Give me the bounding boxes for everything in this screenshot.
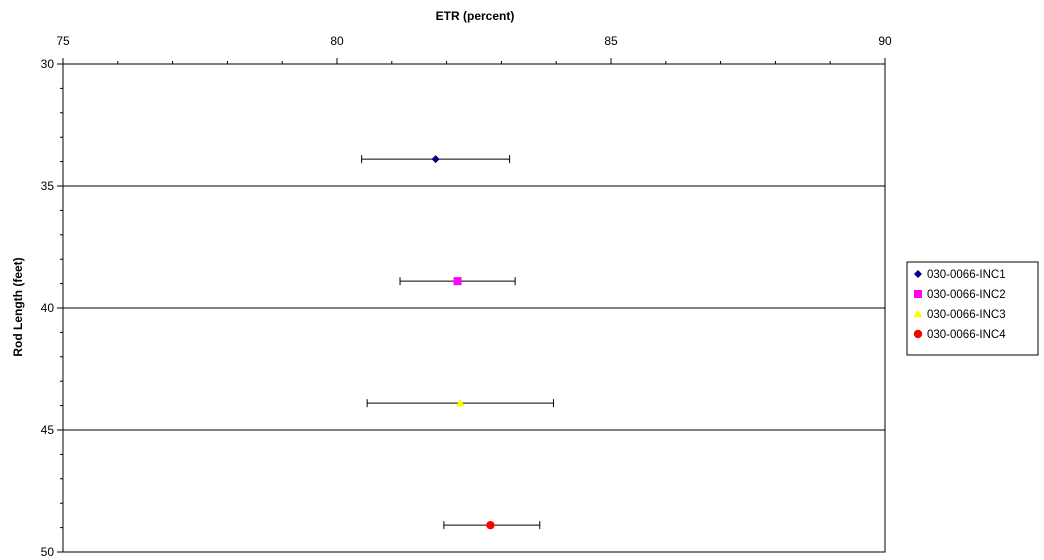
x-tick-label: 80 (330, 34, 344, 48)
y-tick-label: 30 (41, 57, 55, 71)
y-axis-title: Rod Length (feet) (11, 257, 25, 356)
y-axis: 30 35 40 45 50 (41, 57, 63, 559)
x-axis: 75 80 85 90 (56, 34, 892, 64)
x-axis-title: ETR (percent) (436, 9, 515, 23)
x-tick-label: 75 (56, 34, 70, 48)
legend-label-1: 030-0066-INC1 (927, 269, 1006, 281)
data-point-3 (455, 398, 465, 407)
y-tick-label: 50 (41, 545, 55, 559)
legend-marker-4 (913, 329, 923, 339)
x-tick-label: 85 (604, 34, 618, 48)
y-tick-label: 40 (41, 301, 55, 315)
legend-label-2: 030-0066-INC2 (927, 289, 1006, 301)
legend-marker-3 (913, 309, 923, 318)
y-tick-label: 35 (41, 179, 55, 193)
gridlines (63, 185, 885, 431)
legend-label-3: 030-0066-INC3 (927, 309, 1006, 321)
data-point-2 (453, 277, 462, 286)
legend-marker-2 (914, 290, 922, 298)
data-point-4 (486, 520, 495, 530)
legend: 030-0066-INC1 030-0066-INC2 030-0066-INC3 0… (906, 261, 1039, 356)
legend-box (906, 261, 1039, 356)
data-point-1 (431, 155, 440, 164)
legend-label-4: 030-0066-INC4 (927, 329, 1006, 341)
legend-marker-1 (914, 270, 922, 278)
y-tick-label: 45 (41, 423, 55, 437)
data-series (361, 155, 554, 530)
x-tick-label: 90 (878, 34, 892, 48)
